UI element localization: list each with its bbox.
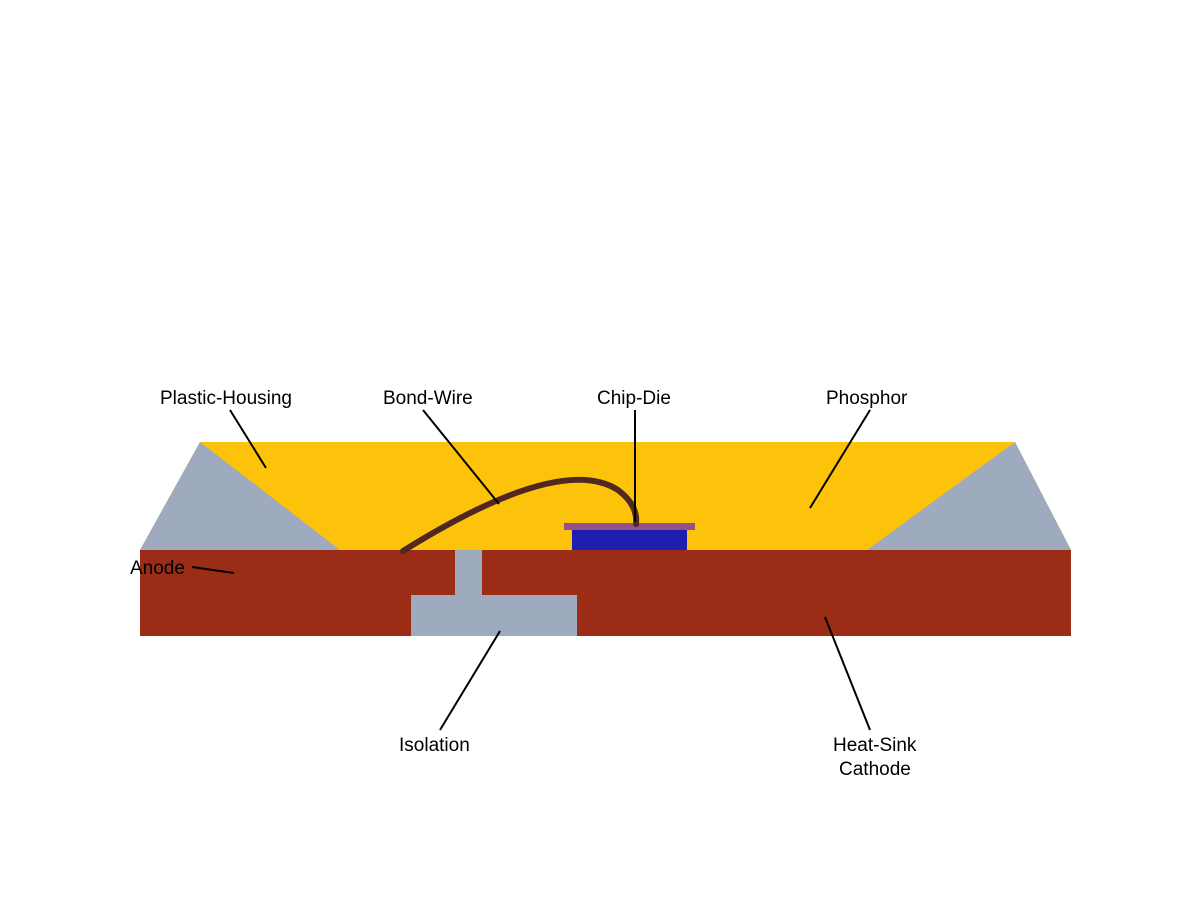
chip-die-body [572,530,687,550]
label-phosphor: Phosphor [826,388,907,410]
label-anode: Anode [130,558,185,580]
anode-base [140,550,455,636]
chip-top-strip [564,523,695,530]
label-plastic-housing: Plastic-Housing [160,388,292,410]
label-heat-sink: Heat-Sink [833,735,916,757]
label-cathode: Cathode [839,759,911,781]
label-isolation: Isolation [399,735,470,757]
led-cross-section-diagram [0,0,1200,900]
label-bond-wire: Bond-Wire [383,388,473,410]
label-chip-die: Chip-Die [597,388,671,410]
